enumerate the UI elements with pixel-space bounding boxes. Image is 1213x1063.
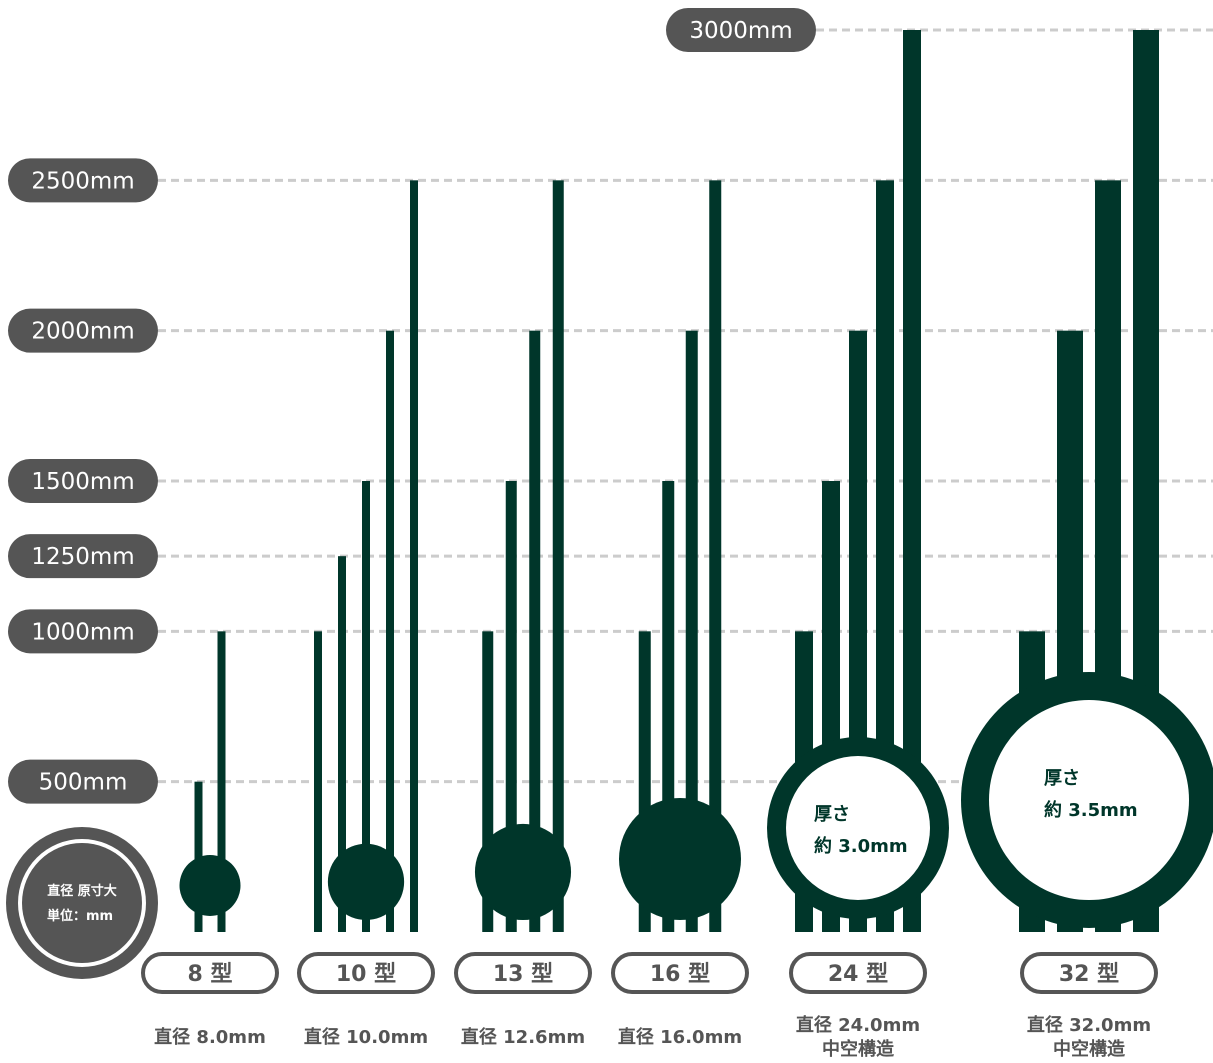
thickness-value: 約 3.0mm [814, 835, 908, 857]
cross-section-circle [474, 823, 572, 920]
y-tick-pill [8, 534, 158, 579]
cross-section-circle [179, 854, 241, 916]
rod-bar [482, 631, 494, 932]
group-caption: 直径 32.0mm [1027, 1014, 1151, 1036]
rod-bar [386, 330, 394, 933]
y-tick-label: 3000mm [689, 18, 792, 44]
rod-bar [685, 330, 698, 933]
y-tick-pill [666, 8, 816, 52]
rod-bar [903, 30, 921, 932]
rod-group: 厚さ約 3.0mm [767, 30, 949, 933]
rod-bar [505, 481, 517, 932]
y-tick-label: 1000mm [31, 619, 134, 645]
group-caption: 中空構造 [1053, 1038, 1125, 1060]
hollow-inner-circle [786, 756, 930, 900]
group-label-pill [141, 952, 279, 994]
cross-section-circle [327, 843, 405, 920]
group-label-pill [297, 952, 435, 994]
grid-lines [158, 28, 1213, 784]
rod-group [179, 631, 241, 932]
rod-bar [362, 481, 370, 932]
rod-bar [529, 330, 541, 933]
group-label: 13 型 [493, 962, 553, 987]
y-tick-label: 2000mm [31, 319, 134, 345]
y-tick-pill [8, 459, 158, 503]
group-caption: 直径 8.0mm [154, 1026, 266, 1048]
y-tick-pill [8, 759, 158, 804]
y-tick-label: 2500mm [31, 168, 134, 194]
group-labels: 8 型直径 8.0mm 10 型直径 10.0mm 13 型直径 12.6mm 16 … [141, 952, 1158, 1060]
rod-bar [709, 180, 722, 933]
group-caption: 直径 10.0mm [304, 1026, 428, 1048]
y-tick-pill [8, 609, 158, 654]
group-label-pill [789, 952, 927, 994]
group-caption: 直径 24.0mm [796, 1014, 920, 1036]
cross-section-circle [618, 797, 742, 920]
badge-line-2: 単位：mm [47, 908, 113, 924]
y-tick-label: 500mm [39, 770, 128, 796]
y-tick-pill [8, 158, 158, 203]
rod-group [474, 180, 572, 933]
group-label-pill [454, 952, 592, 994]
group-label-pill [1020, 952, 1158, 994]
rod-group: 厚さ約 3.5mm [961, 30, 1213, 933]
rod-bar [552, 180, 564, 933]
thickness-label: 厚さ [1044, 768, 1080, 789]
rod-bar [338, 556, 346, 932]
rod-group [314, 180, 418, 933]
thickness-value: 約 3.5mm [1044, 799, 1138, 821]
group-label: 10 型 [336, 962, 396, 987]
group-label: 16 型 [650, 962, 710, 987]
rod-bar [410, 180, 418, 933]
group-caption: 中空構造 [822, 1038, 894, 1060]
group-caption: 直径 16.0mm [618, 1026, 742, 1048]
badge-line-1: 直径 原寸大 [47, 883, 117, 899]
y-tick-label: 1250mm [31, 544, 134, 570]
group-label-pill [611, 952, 749, 994]
rod-bar [314, 631, 322, 932]
hollow-inner-circle [989, 700, 1189, 900]
group-label: 8 型 [188, 962, 233, 987]
y-tick-pill [8, 308, 158, 353]
thickness-label: 厚さ [814, 804, 850, 825]
group-label: 24 型 [828, 962, 888, 987]
rod-group [618, 180, 742, 933]
group-label: 32 型 [1059, 962, 1119, 987]
y-tick-label: 1500mm [31, 469, 134, 495]
rod-bar [217, 631, 226, 932]
rod-bar [194, 781, 203, 932]
actual-size-badge: 直径 原寸大 単位：mm [6, 827, 158, 979]
y-axis-labels: 500mm 1000mm 1250mm 1500mm 2000mm 2500mm 3000m… [8, 8, 816, 804]
group-caption: 直径 12.6mm [461, 1026, 585, 1048]
